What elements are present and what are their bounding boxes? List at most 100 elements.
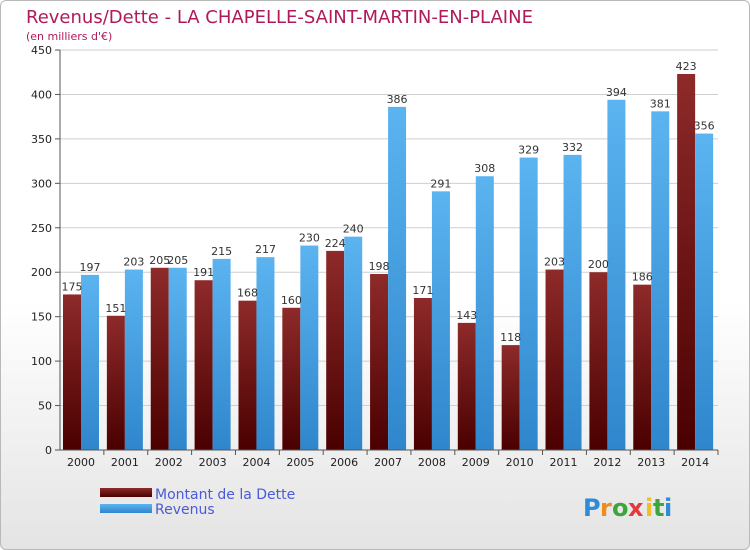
chart-subtitle: (en milliers d'€) — [26, 30, 112, 43]
bar-revenus-value-label: 205 — [167, 254, 188, 267]
x-tick-label: 2014 — [681, 456, 709, 469]
x-tick-label: 2005 — [286, 456, 314, 469]
bar-revenus — [388, 106, 407, 450]
bar-revenus — [124, 269, 143, 450]
y-tick-label: 400 — [31, 88, 52, 101]
bar-revenus — [168, 267, 187, 450]
legend-label-dette: Montant de la Dette — [155, 487, 295, 503]
bar-dette-value-label: 143 — [456, 309, 477, 322]
bar-dette-value-label: 198 — [369, 260, 390, 273]
bar-revenus-value-label: 386 — [387, 93, 408, 106]
bar-revenus-value-label: 332 — [562, 141, 583, 154]
y-tick-label: 450 — [31, 44, 52, 57]
bar-revenus — [256, 257, 275, 450]
bar-revenus — [651, 111, 670, 450]
bar-dette — [282, 307, 301, 450]
logo-letter: P — [583, 494, 601, 522]
x-tick-label: 2012 — [593, 456, 621, 469]
y-tick-label: 150 — [31, 311, 52, 324]
x-tick-label: 2009 — [462, 456, 490, 469]
bar-revenus — [607, 99, 626, 451]
y-tick-label: 350 — [31, 133, 52, 146]
bar-revenus — [475, 176, 494, 450]
bar-revenus-value-label: 394 — [606, 86, 627, 99]
x-tick-label: 2008 — [418, 456, 446, 469]
x-tick-label: 2004 — [242, 456, 270, 469]
legend-swatch-revenus — [100, 504, 152, 513]
y-tick-label: 50 — [38, 400, 52, 413]
bar-revenus — [81, 274, 99, 450]
bar-dette — [106, 315, 125, 450]
bar-revenus — [344, 236, 363, 450]
x-tick-label: 2011 — [550, 456, 578, 469]
y-tick-label: 100 — [31, 355, 52, 368]
bar-dette — [326, 250, 345, 450]
bar-revenus-value-label: 381 — [650, 97, 671, 110]
bar-dette — [370, 274, 389, 450]
bar-dette — [63, 294, 81, 450]
bar-revenus-value-label: 217 — [255, 243, 276, 256]
bar-revenus — [563, 154, 582, 450]
x-tick-label: 2002 — [155, 456, 183, 469]
y-tick-label: 200 — [31, 266, 52, 279]
bar-dette — [677, 74, 696, 450]
bar-revenus — [212, 258, 231, 450]
bar-revenus-value-label: 356 — [694, 120, 715, 133]
logo-letter: i — [645, 494, 653, 522]
bar-dette-value-label: 160 — [281, 294, 302, 307]
logo-letter: i — [664, 494, 672, 522]
bar-dette-value-label: 200 — [588, 258, 609, 271]
bar-revenus-value-label: 215 — [211, 245, 232, 258]
bar-dette-value-label: 186 — [632, 271, 653, 284]
bar-revenus-value-label: 240 — [343, 223, 364, 236]
bar-revenus — [695, 133, 714, 451]
logo-letter: t — [653, 494, 664, 522]
legend-label-revenus: Revenus — [155, 502, 215, 518]
bar-dette-value-label: 171 — [412, 284, 433, 297]
bar-dette — [194, 280, 213, 450]
bar-revenus — [519, 157, 538, 451]
y-tick-label: 0 — [45, 444, 52, 457]
bar-dette — [238, 300, 257, 450]
bar-revenus — [431, 191, 450, 451]
logo-letter: r — [600, 494, 612, 522]
bar-dette — [501, 345, 520, 450]
bar-dette — [589, 272, 608, 450]
legend: Montant de la Dette Revenus — [100, 487, 295, 518]
bar-dette-value-label: 224 — [325, 237, 346, 250]
bar-dette-value-label: 203 — [544, 256, 565, 269]
bar-revenus-value-label: 291 — [430, 177, 451, 190]
bar-dette-value-label: 205 — [149, 254, 170, 267]
x-tick-label: 2003 — [199, 456, 227, 469]
bar-revenus-value-label: 329 — [518, 144, 539, 157]
y-tick-label: 250 — [31, 222, 52, 235]
logo-letter: o — [612, 494, 629, 522]
bar-dette-value-label: 118 — [500, 331, 521, 344]
bar-dette-value-label: 175 — [62, 280, 83, 293]
x-tick-label: 2007 — [374, 456, 402, 469]
logo-letter: x — [628, 494, 644, 522]
bar-dette — [545, 269, 564, 450]
bar-revenus-value-label: 197 — [80, 261, 101, 274]
x-tick-label: 2010 — [506, 456, 534, 469]
x-tick-label: 2013 — [637, 456, 665, 469]
bar-revenus-value-label: 308 — [474, 162, 495, 175]
bar-dette — [457, 322, 476, 450]
bar-dette-value-label: 423 — [676, 60, 697, 73]
bar-dette-value-label: 191 — [193, 266, 214, 279]
bar-dette — [150, 267, 169, 450]
chart-title: Revenus/Dette - LA CHAPELLE-SAINT-MARTIN… — [26, 7, 533, 28]
bar-dette — [633, 284, 652, 450]
x-tick-label: 2000 — [67, 456, 95, 469]
bar-revenus — [300, 245, 319, 450]
bar-dette-value-label: 168 — [237, 287, 258, 300]
bar-dette-value-label: 151 — [105, 302, 126, 315]
bar-revenus-value-label: 203 — [123, 256, 144, 269]
bar-revenus-value-label: 230 — [299, 232, 320, 245]
x-tick-label: 2006 — [330, 456, 358, 469]
y-tick-label: 300 — [31, 177, 52, 190]
legend-swatch-dette — [100, 488, 152, 497]
x-tick-label: 2001 — [111, 456, 139, 469]
